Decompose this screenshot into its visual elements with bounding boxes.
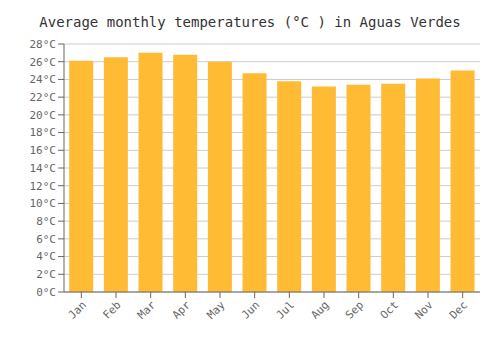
svg-text:Dec: Dec <box>447 298 470 321</box>
svg-text:8°C: 8°C <box>36 215 56 228</box>
svg-text:Nov: Nov <box>412 298 436 322</box>
svg-text:18°C: 18°C <box>30 126 57 139</box>
svg-text:Feb: Feb <box>100 298 123 321</box>
svg-text:Mar: Mar <box>135 298 159 322</box>
svg-text:Jul: Jul <box>274 298 297 321</box>
svg-text:20°C: 20°C <box>30 109 57 122</box>
html-text:Average monthly temperatures (: Average monthly temperatures (°C ) in Ag… <box>39 14 461 30</box>
svg-text:Oct: Oct <box>378 298 401 321</box>
svg-text:Sep: Sep <box>343 298 366 321</box>
svg-text:24°C: 24°C <box>30 73 57 86</box>
svg-text:Apr: Apr <box>170 298 194 322</box>
svg-text:Jan: Jan <box>66 298 89 321</box>
svg-text:6°C: 6°C <box>36 233 56 246</box>
svg-text:10°C: 10°C <box>30 197 57 210</box>
svg-text:22°C: 22°C <box>30 91 57 104</box>
svg-text:12°C: 12°C <box>30 180 57 193</box>
svg-text:4°C: 4°C <box>36 250 56 263</box>
svg-text:2°C: 2°C <box>36 268 56 281</box>
svg-text:26°C: 26°C <box>30 56 57 69</box>
svg-text:Aug: Aug <box>308 298 331 321</box>
svg-text:14°C: 14°C <box>30 162 57 175</box>
svg-text:Jun: Jun <box>239 298 262 321</box>
svg-text:28°C: 28°C <box>30 38 57 51</box>
svg-text:0°C: 0°C <box>36 286 56 299</box>
svg-text:16°C: 16°C <box>30 144 57 157</box>
svg-text:May: May <box>204 298 228 322</box>
